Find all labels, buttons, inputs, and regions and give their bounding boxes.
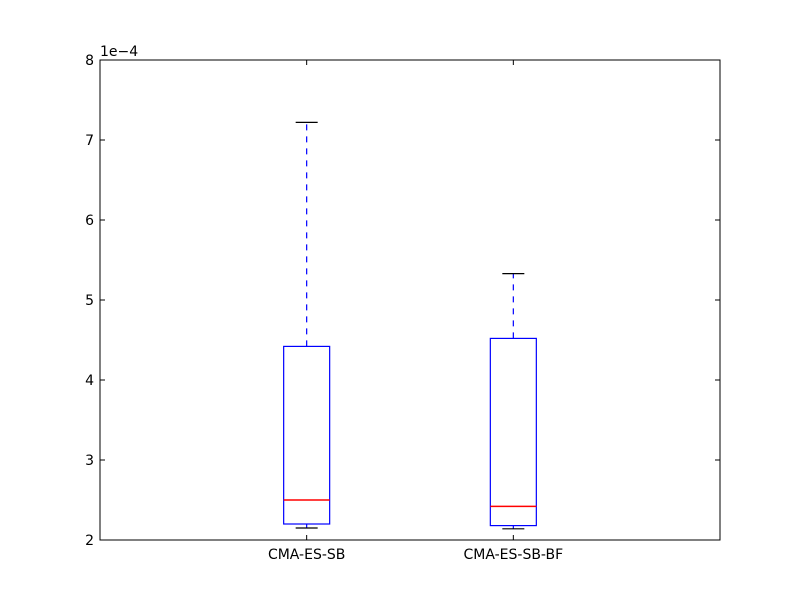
box-0	[283, 121, 331, 529]
y-tick-label: 3	[85, 453, 94, 469]
x-axis: CMA-ES-SB CMA-ES-SB-BF	[268, 60, 563, 563]
boxes	[283, 121, 537, 530]
box-1	[489, 273, 537, 530]
iqr-box	[283, 345, 331, 525]
y-tick-label: 8	[85, 53, 94, 69]
x-tick-label: CMA-ES-SB	[268, 547, 345, 563]
axes-frame	[99, 59, 721, 541]
y-tick-label: 5	[85, 293, 94, 309]
y-tick-label: 6	[85, 213, 94, 229]
x-tick-label: CMA-ES-SB-BF	[463, 547, 563, 563]
y-axis: 2 3 4 5 6 7 8	[85, 53, 720, 549]
iqr-box	[489, 337, 537, 527]
y-axis-multiplier: 1e−4	[100, 44, 138, 60]
y-tick-label: 4	[85, 373, 94, 389]
y-tick-label: 7	[85, 133, 94, 149]
y-tick-label: 2	[85, 533, 94, 549]
